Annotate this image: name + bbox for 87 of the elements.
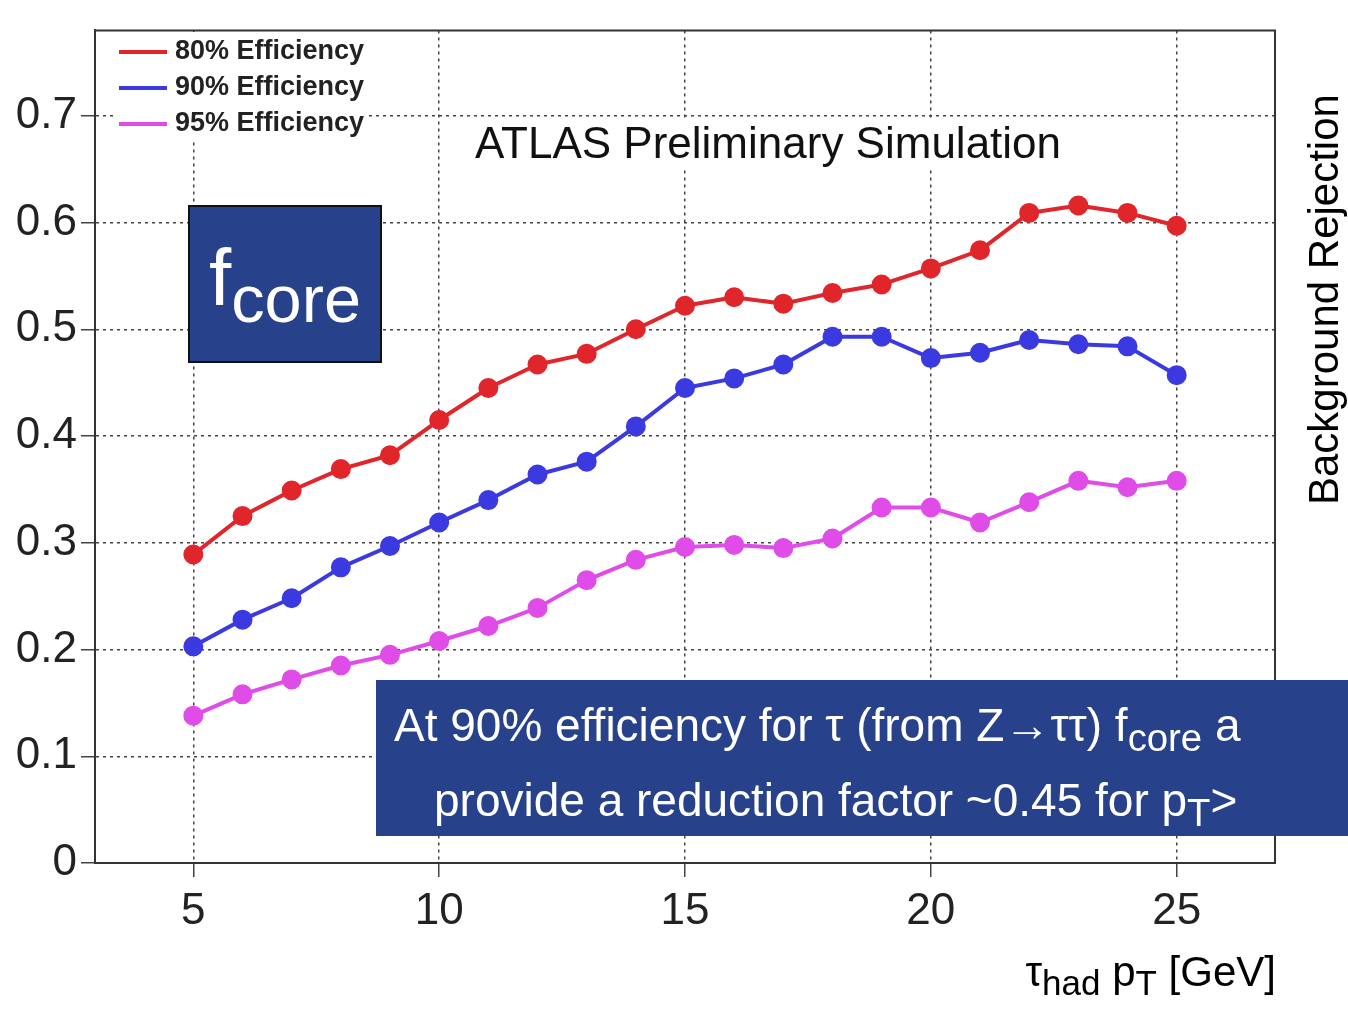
point	[183, 544, 204, 565]
point	[1068, 470, 1089, 491]
x-tick-label: 25	[1152, 883, 1202, 933]
y-axis-title: Background Rejection	[1300, 94, 1348, 505]
annotation: f$_{core}$	[209, 231, 361, 337]
point	[871, 274, 892, 295]
text: ATLAS Preliminary Simulation	[475, 118, 1062, 168]
y-tick-label: 0.1	[15, 728, 77, 778]
point	[281, 588, 302, 609]
point	[1117, 477, 1138, 498]
point	[380, 535, 400, 556]
point	[773, 538, 794, 559]
point	[478, 490, 499, 511]
point	[281, 669, 302, 690]
point	[232, 684, 253, 705]
point	[920, 258, 941, 279]
point	[1117, 336, 1138, 357]
point	[232, 609, 253, 630]
x-tick-label: 20	[906, 883, 956, 933]
y-tick-label: 0.5	[15, 301, 77, 351]
annotation: At 90% efficiency for τ (from Z→ττ) f$_{core}$ a	[393, 698, 1242, 762]
point	[970, 240, 990, 261]
point	[527, 597, 548, 618]
point	[724, 534, 745, 555]
point	[724, 287, 745, 308]
point	[183, 636, 204, 657]
point	[773, 293, 794, 314]
legend-label: 95% Efficiency	[174, 106, 365, 139]
x-tick-label: 15	[660, 883, 710, 933]
point	[675, 295, 695, 316]
point	[576, 570, 597, 591]
y-tick-label: 0	[52, 835, 77, 885]
point	[822, 282, 843, 303]
point	[1166, 470, 1187, 491]
point	[576, 451, 597, 472]
point	[330, 557, 351, 578]
legend-label: 90% Efficiency	[174, 70, 365, 103]
point	[330, 655, 351, 676]
point	[920, 497, 941, 518]
point	[380, 644, 400, 665]
point	[478, 616, 499, 637]
point	[871, 497, 892, 518]
point	[970, 512, 990, 533]
y-tick-label: 0.6	[15, 194, 77, 244]
point	[429, 410, 450, 431]
point	[625, 416, 646, 437]
point	[1019, 202, 1040, 223]
point	[1019, 492, 1040, 513]
label-box: f$_{core}$	[188, 205, 382, 363]
point	[1166, 215, 1187, 236]
annotation: provide a reduction factor ~0.45 for p$_{T}$>	[433, 773, 1239, 837]
point	[970, 342, 990, 363]
y-tick-label: 0.4	[15, 408, 77, 458]
point	[773, 354, 794, 375]
y-tick-label: 0.3	[15, 514, 77, 564]
x-axis-title: τ$_{had}$ p$_{T}$ [GeV]	[1025, 948, 1276, 1004]
x-tick-label: 5	[181, 883, 206, 933]
point	[183, 705, 204, 726]
point	[576, 343, 597, 364]
point	[330, 459, 351, 480]
legend-label: 80% Efficiency	[174, 34, 365, 67]
point	[724, 368, 745, 389]
point	[1166, 365, 1187, 386]
point	[1019, 329, 1040, 350]
point	[871, 326, 892, 347]
point	[675, 537, 695, 558]
point	[1068, 195, 1089, 216]
point	[1117, 202, 1138, 223]
point	[527, 464, 548, 485]
point	[429, 512, 450, 533]
point	[625, 319, 646, 340]
point	[1068, 334, 1089, 355]
y-tick-label: 0.7	[15, 87, 77, 137]
x-tick-label: 10	[414, 883, 464, 933]
note-box: At 90% efficiency for τ (from Z→ττ) f$_{core}$ a provide a reduction factor ~0.45 for p$_{T}$>	[376, 680, 1348, 836]
point	[527, 354, 548, 375]
point	[920, 348, 941, 369]
point	[429, 630, 450, 651]
point	[625, 549, 646, 570]
point	[822, 528, 843, 549]
point	[822, 326, 843, 347]
point	[281, 480, 302, 501]
point	[675, 377, 695, 398]
y-tick-label: 0.2	[15, 621, 77, 671]
point	[478, 377, 499, 398]
point	[380, 445, 400, 466]
point	[232, 506, 253, 527]
